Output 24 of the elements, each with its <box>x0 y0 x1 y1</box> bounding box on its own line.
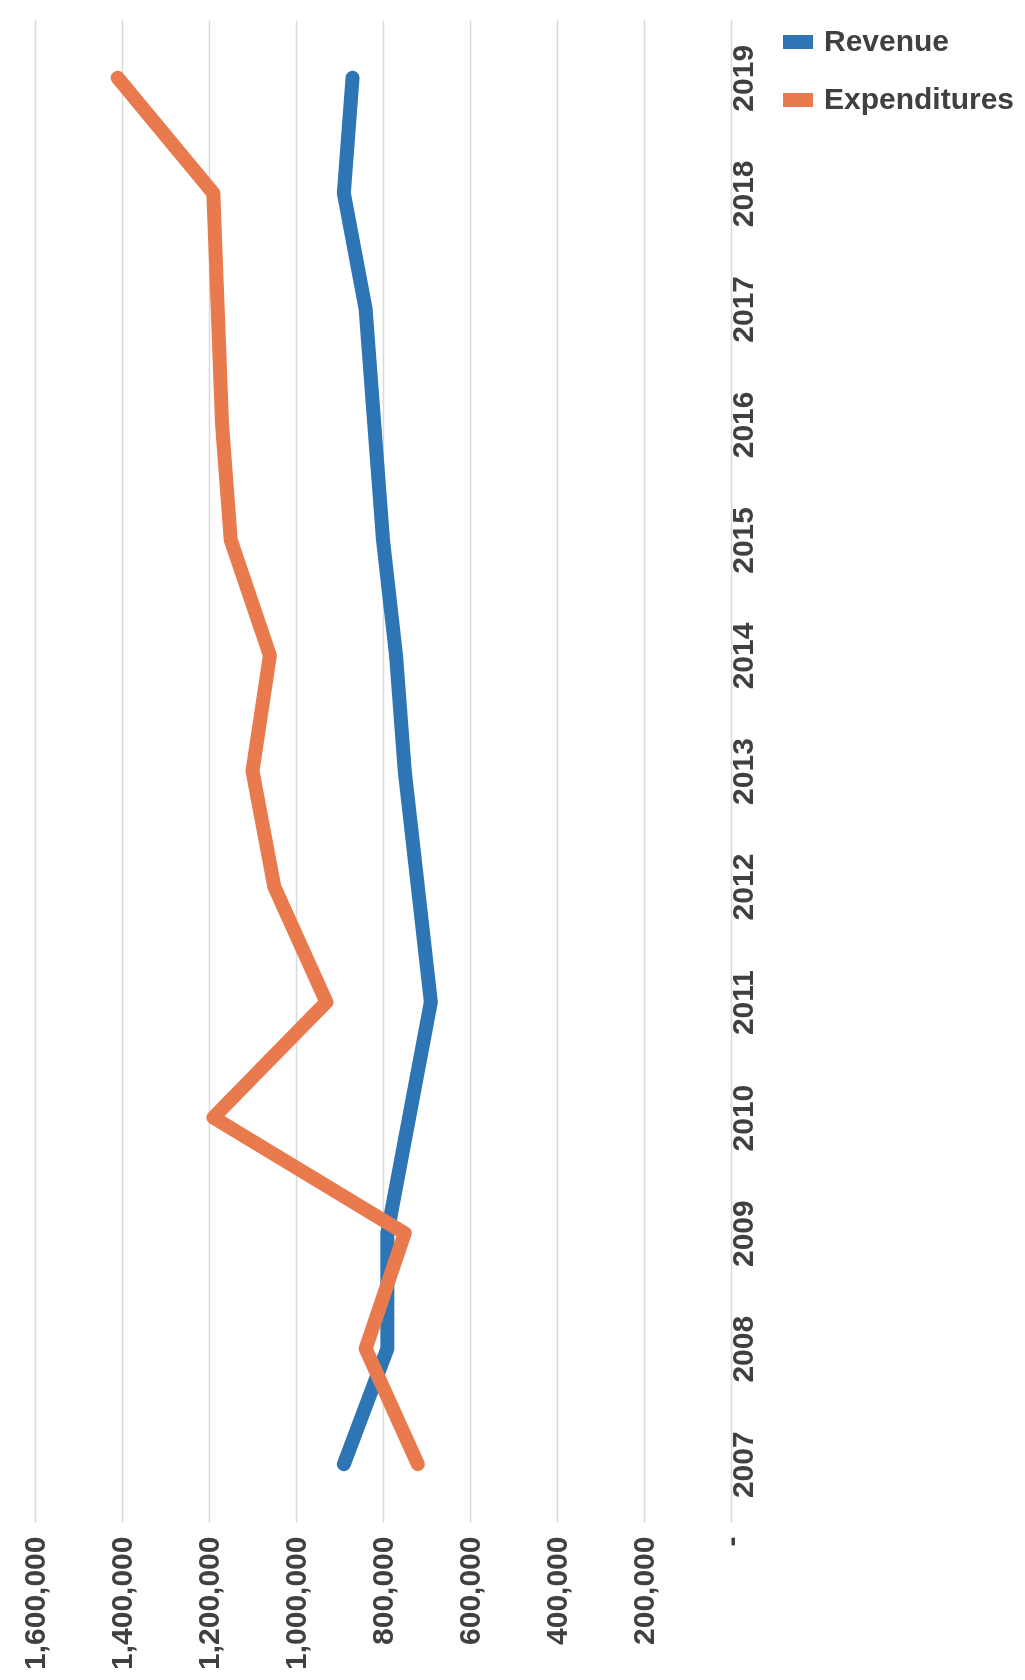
y-tick-label: 2012 <box>725 853 759 921</box>
legend-label: Revenue <box>824 24 950 57</box>
x-tick-label: 800,000 <box>365 1536 399 1645</box>
x-tick-label: 1,400,000 <box>104 1536 138 1670</box>
x-tick-label: 400,000 <box>539 1536 573 1645</box>
y-tick-label: 2010 <box>725 1084 759 1152</box>
y-tick-label: 2017 <box>725 275 759 343</box>
y-tick-label: 2011 <box>725 970 759 1036</box>
x-tick-label: 1,200,000 <box>191 1536 225 1670</box>
x-tick-label: 1,000,000 <box>278 1536 312 1670</box>
y-tick-label: 2007 <box>725 1431 759 1499</box>
y-tick-label: 2019 <box>725 44 759 112</box>
y-tick-label: 2014 <box>725 622 759 690</box>
x-tick-label: 600,000 <box>452 1536 486 1645</box>
y-tick-label: 2018 <box>725 160 759 228</box>
y-tick-label: 2008 <box>725 1315 759 1383</box>
y-tick-label: 2013 <box>725 738 759 805</box>
legend-label: Expenditures <box>824 82 1015 115</box>
x-tick-label: 1,600,000 <box>17 1536 51 1670</box>
y-tick-label: 2015 <box>725 507 759 574</box>
x-tick-label: - <box>713 1536 747 1547</box>
x-tick-label: 200,000 <box>626 1536 660 1645</box>
y-tick-label: 2016 <box>725 391 759 459</box>
y-tick-label: 2009 <box>725 1200 759 1268</box>
